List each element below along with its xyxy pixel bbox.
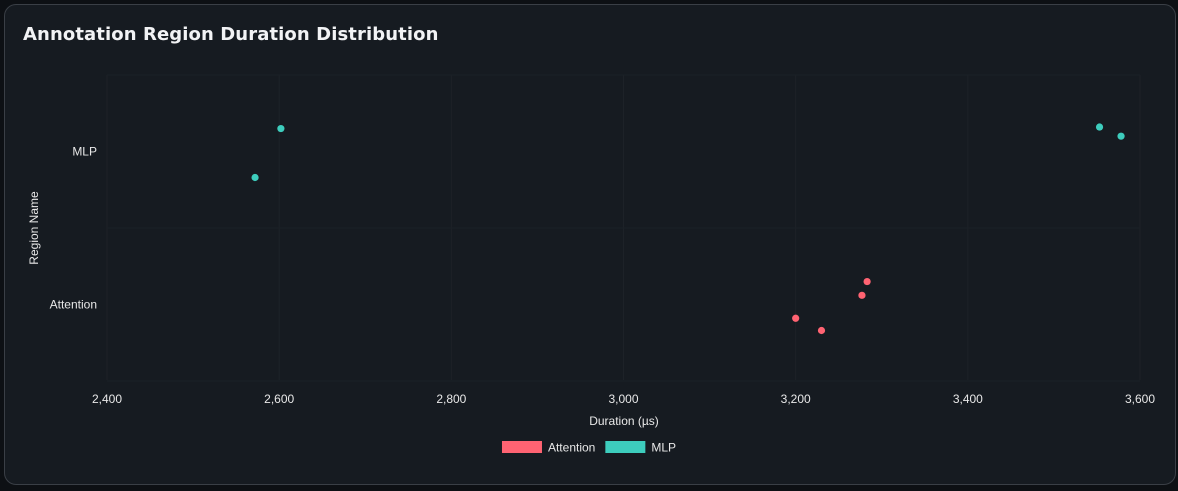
legend-label: Attention — [548, 441, 595, 455]
y-axis-title: Region Name — [27, 191, 41, 265]
x-tick-label: 2,800 — [436, 392, 466, 406]
x-axis-title: Duration (µs) — [589, 414, 659, 428]
data-points — [251, 123, 1125, 335]
data-point-attention[interactable] — [817, 326, 826, 335]
chart-panel: Annotation Region Duration Distribution — [4, 4, 1176, 485]
x-tick-label: 2,600 — [264, 392, 294, 406]
x-tick-label: 3,000 — [608, 392, 638, 406]
data-point-attention[interactable] — [858, 291, 866, 299]
x-tick-label: 3,400 — [953, 392, 983, 406]
y-tick-label: MLP — [72, 145, 97, 159]
legend-item-mlp[interactable]: MLP — [605, 441, 676, 455]
data-point-attention[interactable] — [863, 277, 871, 286]
data-point-mlp[interactable] — [1117, 132, 1125, 140]
x-tick-label: 3,600 — [1125, 392, 1155, 406]
data-point-mlp[interactable] — [251, 173, 259, 182]
x-tick-label: 2,400 — [92, 392, 122, 406]
legend-item-attention[interactable]: Attention — [501, 441, 595, 455]
y-axis-ticks: MLP Attention — [50, 145, 97, 312]
grid-lines — [106, 74, 1141, 382]
data-point-attention[interactable] — [792, 314, 800, 322]
data-point-mlp[interactable] — [1095, 123, 1104, 131]
chart-title: Annotation Region Duration Distribution — [23, 24, 439, 45]
x-tick-label: 3,200 — [781, 392, 811, 406]
legend-swatch — [501, 441, 542, 453]
data-point-mlp[interactable] — [277, 124, 285, 133]
legend-swatch — [605, 441, 646, 453]
y-tick-label: Attention — [50, 298, 97, 312]
legend-label: MLP — [651, 441, 676, 455]
legend[interactable]: Attention MLP — [501, 441, 676, 455]
x-axis-ticks: 2,400 2,600 2,800 3,000 3,200 3,400 3,600 — [92, 392, 1155, 406]
